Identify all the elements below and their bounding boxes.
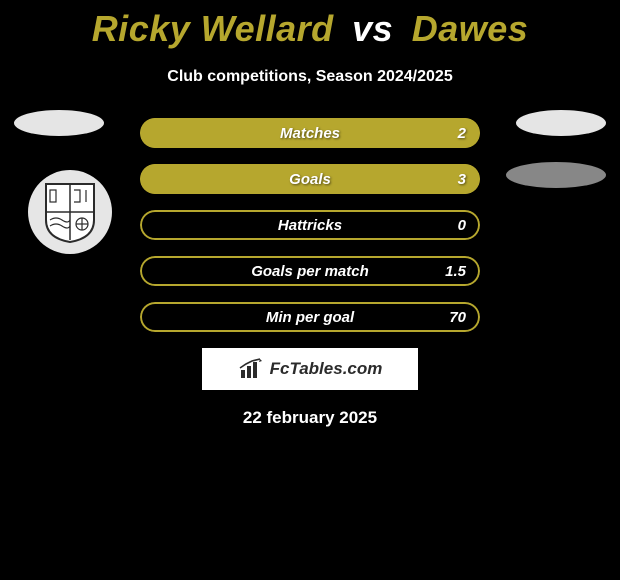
- stat-value: 0: [458, 210, 466, 240]
- stat-value: 3: [458, 164, 466, 194]
- stat-bars: Matches2 Goals3 Hattricks0 Goals per match1…: [140, 118, 480, 332]
- title-player1: Ricky Wellard: [92, 8, 334, 49]
- decor-ellipse-left: [14, 110, 104, 136]
- stat-row: Hattricks0: [140, 210, 480, 240]
- stat-row: Goals per match1.5: [140, 256, 480, 286]
- chart-icon: [238, 358, 264, 380]
- stat-row: Min per goal70: [140, 302, 480, 332]
- stat-value: 1.5: [445, 256, 466, 286]
- title-player2: Dawes: [412, 8, 529, 49]
- stat-row: Matches2: [140, 118, 480, 148]
- decor-ellipse-right: [516, 110, 606, 136]
- stat-label: Hattricks: [140, 210, 480, 240]
- brand-text: FcTables.com: [270, 359, 383, 379]
- title-vs: vs: [352, 8, 393, 49]
- date-text: 22 february 2025: [10, 408, 610, 428]
- subtitle: Club competitions, Season 2024/2025: [0, 68, 620, 86]
- stat-row: Goals3: [140, 164, 480, 194]
- stat-label: Matches: [140, 118, 480, 148]
- stat-label: Goals: [140, 164, 480, 194]
- decor-ellipse-right-2: [506, 162, 606, 188]
- club-crest: [28, 170, 112, 254]
- stat-label: Min per goal: [140, 302, 480, 332]
- brand-box: FcTables.com: [202, 348, 418, 390]
- stat-value: 70: [449, 302, 466, 332]
- page-title: Ricky Wellard vs Dawes: [0, 0, 620, 50]
- stat-label: Goals per match: [140, 256, 480, 286]
- content-area: Matches2 Goals3 Hattricks0 Goals per match1…: [0, 118, 620, 428]
- stat-value: 2: [458, 118, 466, 148]
- shield-icon: [42, 180, 98, 244]
